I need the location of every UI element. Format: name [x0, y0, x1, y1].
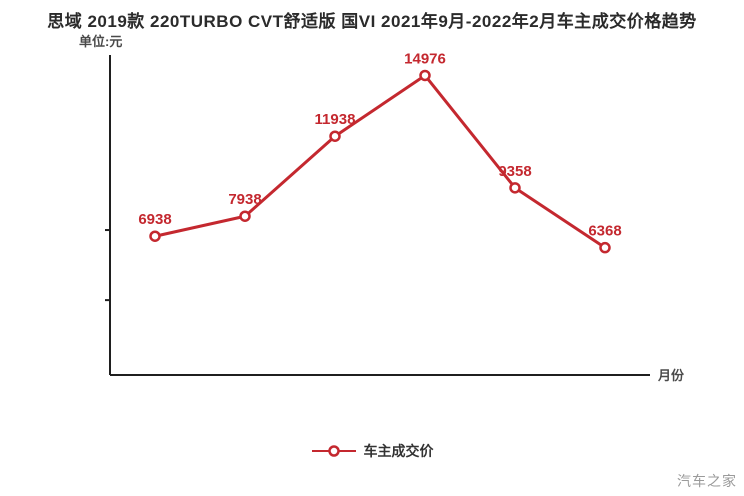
y-axis-unit-label: 单位:元 [79, 34, 123, 49]
watermark-autohome: 汽车之家 [677, 473, 737, 489]
line-plot: 月份 6938 7938 11938 14976 9358 6368 [105, 50, 685, 383]
data-point-label: 9358 [498, 163, 531, 180]
data-point-label: 6368 [588, 223, 621, 240]
data-point-marker [599, 241, 611, 254]
data-point-marker [509, 182, 521, 194]
data-point-label: 14976 [404, 50, 446, 67]
data-point-marker [239, 210, 251, 222]
data-point-marker [419, 69, 431, 82]
data-point-marker [329, 130, 341, 142]
legend-label: 车主成交价 [363, 443, 434, 459]
data-point-marker [149, 230, 161, 242]
data-point-label: 11938 [315, 111, 356, 128]
x-axis-label: 月份 [657, 368, 685, 383]
data-point-label: 6938 [138, 211, 171, 228]
data-point-label: 7938 [228, 191, 261, 208]
legend-line-marker-icon [311, 445, 356, 457]
legend: 车主成交价 [0, 441, 744, 461]
chart-title: 思域 2019款 220TURBO CVT舒适版 国VI 2021年9月-202… [47, 12, 697, 31]
price-trend-line [153, 73, 607, 250]
